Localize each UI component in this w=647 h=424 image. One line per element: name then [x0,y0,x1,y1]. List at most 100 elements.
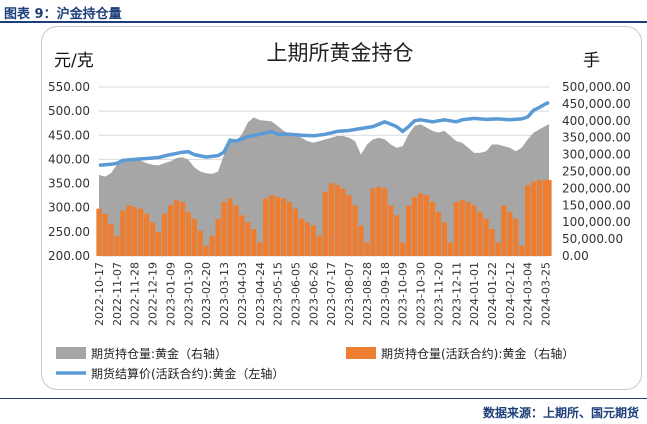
left-tick-label: 350.00 [48,177,90,191]
x-tick-label: 2023-10-09 [397,262,410,326]
bar-active-holdings [209,235,215,256]
bar-active-holdings [370,188,376,256]
bar-active-holdings [233,205,239,256]
bar-active-holdings [459,200,465,256]
bar-active-holdings [477,212,483,256]
x-tick-label: 2022-11-28 [129,262,142,326]
x-tick-label: 2023-11-20 [432,262,445,326]
bar-active-holdings [483,218,489,256]
x-tick-label: 2022-12-19 [147,262,160,326]
right-tick-label: 350,000.00 [562,131,631,145]
bar-active-holdings [227,198,233,256]
legend-swatch-bar [346,347,376,359]
bar-active-holdings [412,196,418,256]
bar-active-holdings [435,212,441,256]
bar-active-holdings [394,215,400,256]
bar-active-holdings [114,235,120,256]
legend: 期货持仓量:黄金（右轴） 期货持仓量(活跃合约):黄金（右轴） 期货结算价(活跃… [56,346,574,381]
right-axis-ticks: 0.00 50,000.00 100,000.00 150,000.00 200,000… [562,80,631,263]
x-tick-label: 2023-04-03 [236,262,249,326]
bar-active-holdings [191,218,197,256]
bar-active-holdings [185,212,191,256]
bar-active-holdings [406,205,412,256]
bar-active-holdings [429,201,436,256]
bar-active-holdings [161,213,168,257]
bar-active-holdings [489,229,495,256]
bar-active-holdings [364,242,370,256]
right-axis-unit: 手 [583,51,600,71]
bar-active-holdings [465,201,471,256]
bar-active-holdings [197,230,203,256]
bar-active-holdings [513,218,519,256]
bar-active-holdings [495,242,501,256]
bar-active-holdings [221,201,227,256]
x-tick-label: 2024-01-22 [486,262,499,326]
x-tick-label: 2023-08-07 [343,262,356,326]
bar-active-holdings [447,242,453,256]
bar-active-holdings [281,198,287,256]
x-tick-label: 2024-03-25 [540,262,553,326]
x-axis-ticks: 2022-10-17 2022-11-07 2022-11-28 2022-12-19… [93,262,553,326]
chart-title: 上期所黄金持仓 [267,41,414,65]
bar-active-holdings [132,207,138,256]
x-tick-label: 2023-07-17 [325,262,338,326]
bar-active-holdings [304,222,310,256]
bar-active-holdings [298,218,305,256]
legend-label-bar: 期货持仓量(活跃合约):黄金（右轴） [381,346,574,361]
right-tick-label: 300,000.00 [562,148,631,162]
right-tick-label: 200,000.00 [562,181,631,195]
right-tick-label: 250,000.00 [562,165,631,179]
bar-active-holdings [453,201,459,256]
bar-active-holdings [286,201,293,256]
legend-swatch-area [56,347,86,359]
bar-active-holdings [346,195,352,256]
left-tick-label: 400.00 [48,152,90,166]
chart-svg: 200.00 250.00 300.00 350.00 400.00 450.00 500.… [48,41,631,381]
left-tick-label: 200.00 [48,249,90,263]
left-axis-ticks: 200.00 250.00 300.00 350.00 400.00 450.00 500.… [48,80,90,263]
legend-label-line: 期货结算价(活跃合约):黄金（左轴） [91,366,284,381]
x-tick-label: 2023-06-05 [290,262,303,326]
bar-active-holdings [245,222,251,256]
bar-active-holdings [102,213,108,257]
bar-active-holdings [334,185,340,256]
bar-active-holdings [126,205,132,256]
x-tick-label: 2023-10-30 [415,262,428,326]
left-tick-label: 550.00 [48,80,90,94]
right-tick-label: 0.00 [562,249,589,263]
bar-active-holdings [328,183,334,256]
bar-active-holdings [239,215,245,256]
bar-active-holdings [269,195,275,256]
line-series [98,100,550,167]
bar-active-holdings [251,229,257,256]
x-tick-label: 2023-09-18 [379,262,392,326]
bar-active-holdings [144,213,150,257]
bar-active-holdings [400,242,406,256]
legend-label-area: 期货持仓量:黄金（右轴） [91,346,227,361]
bar-active-holdings [155,232,162,256]
bar-active-holdings [203,245,209,256]
line-settlement-price [98,100,550,167]
bar-active-holdings [519,245,525,256]
right-tick-label: 150,000.00 [562,198,631,212]
left-tick-label: 300.00 [48,201,90,215]
x-tick-label: 2023-06-26 [307,262,320,326]
x-tick-label: 2023-05-15 [272,262,285,326]
bar-active-holdings [423,195,430,256]
bar-active-holdings [316,235,322,256]
bar-active-holdings [352,205,358,256]
right-tick-label: 400,000.00 [562,114,631,128]
right-tick-label: 450,000.00 [562,97,631,111]
bar-active-holdings [96,208,102,256]
bar-active-holdings [322,191,328,256]
bar-active-holdings [257,242,263,256]
x-tick-label: 2024-03-04 [522,262,535,326]
bar-active-holdings [120,210,126,256]
bar-active-holdings [108,223,114,256]
bar-active-holdings [543,179,549,256]
bar-active-holdings [167,205,174,256]
bar-active-holdings [138,208,144,256]
x-tick-label: 2022-10-17 [93,262,106,326]
left-axis-unit: 元/克 [54,51,94,71]
bar-active-holdings [382,188,388,256]
